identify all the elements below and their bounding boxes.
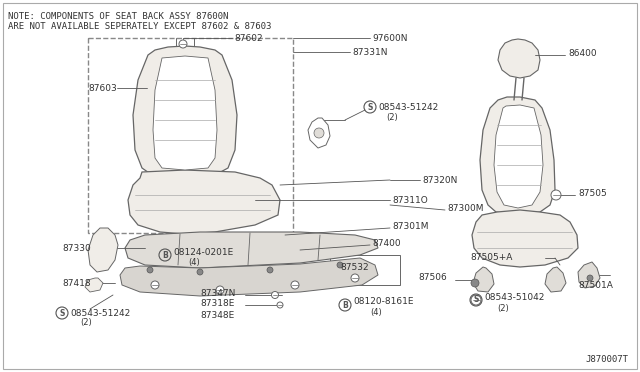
Polygon shape [88,228,118,272]
Text: ARE NOT AVAILABLE SEPERATELY EXCEPT 87602 & 87603: ARE NOT AVAILABLE SEPERATELY EXCEPT 8760… [8,22,271,31]
Polygon shape [153,56,217,170]
Circle shape [471,295,481,305]
Polygon shape [480,97,555,215]
Text: 87348E: 87348E [200,311,234,320]
Text: 87418: 87418 [62,279,91,288]
Text: (2): (2) [80,318,92,327]
Circle shape [587,275,593,281]
Text: NOTE: COMPONENTS OF SEAT BACK ASSY 87600N: NOTE: COMPONENTS OF SEAT BACK ASSY 87600… [8,12,228,21]
Polygon shape [498,39,540,78]
Polygon shape [120,258,378,296]
Polygon shape [473,267,494,292]
Circle shape [351,274,359,282]
Circle shape [179,40,187,48]
Polygon shape [128,170,280,234]
Text: 87320N: 87320N [422,176,458,185]
Polygon shape [85,278,103,292]
Text: 86400: 86400 [568,48,596,58]
Text: 08543-51042: 08543-51042 [484,294,545,302]
Text: (2): (2) [497,304,509,312]
Circle shape [151,281,159,289]
Polygon shape [125,232,378,268]
Text: B: B [342,301,348,310]
Text: 87501A: 87501A [578,280,613,289]
Text: S: S [474,295,479,305]
Text: 87331N: 87331N [352,48,387,57]
Polygon shape [494,105,543,208]
Circle shape [291,281,299,289]
Text: 87532: 87532 [340,263,369,272]
Circle shape [147,267,153,273]
Text: 87603: 87603 [88,83,116,93]
Circle shape [267,267,273,273]
Text: 87505: 87505 [578,189,607,198]
Text: 87318E: 87318E [200,298,234,308]
Text: 87505+A: 87505+A [470,253,513,263]
Text: 97600N: 97600N [372,33,408,42]
Polygon shape [545,267,566,292]
Text: (4): (4) [370,308,381,317]
Text: 87347N: 87347N [200,289,236,298]
Polygon shape [578,262,600,288]
Text: 08124-0201E: 08124-0201E [173,247,233,257]
Circle shape [471,279,479,287]
Circle shape [337,262,343,268]
Text: 87301M: 87301M [392,221,429,231]
Text: B: B [162,250,168,260]
Text: 08543-51242: 08543-51242 [378,103,438,112]
Text: 08120-8161E: 08120-8161E [353,298,413,307]
Polygon shape [472,210,578,267]
Text: 87330: 87330 [62,244,91,253]
Text: 08543-51242: 08543-51242 [70,308,131,317]
Text: 87506: 87506 [418,273,447,282]
Text: (4): (4) [188,259,200,267]
Text: S: S [367,103,372,112]
Text: J870007T: J870007T [585,356,628,365]
Text: (2): (2) [386,112,397,122]
Polygon shape [308,118,330,148]
Circle shape [551,190,561,200]
Text: 87311O: 87311O [392,196,428,205]
Polygon shape [133,46,237,178]
Text: S: S [60,308,65,317]
Circle shape [277,302,283,308]
Text: 87400: 87400 [372,238,401,247]
Text: 87602: 87602 [234,33,262,42]
Circle shape [314,128,324,138]
Text: 87300M: 87300M [447,203,483,212]
Circle shape [271,292,278,298]
Circle shape [216,286,224,294]
FancyBboxPatch shape [3,3,637,369]
Circle shape [197,269,203,275]
